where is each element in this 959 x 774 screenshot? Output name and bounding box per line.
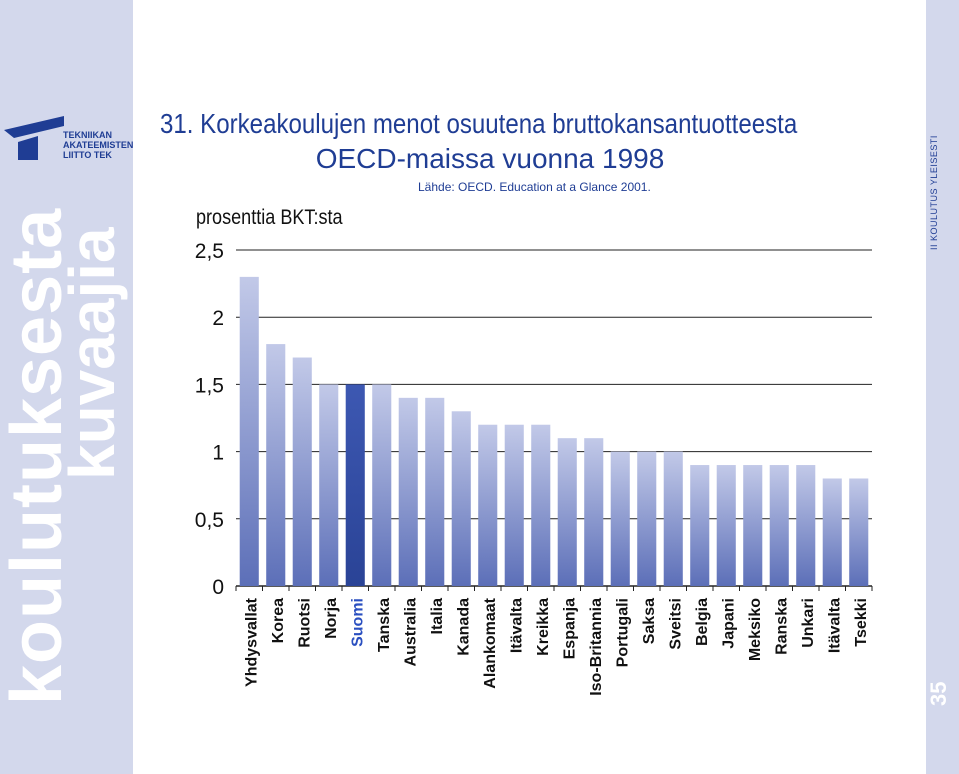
bar-belgia <box>690 465 710 586</box>
bar-suomi <box>345 384 365 586</box>
x-tick-label: Saksa <box>641 598 658 644</box>
x-tick-label: Itävalta <box>826 598 843 653</box>
bar-norja <box>319 384 339 586</box>
bar-ruotsi <box>292 357 312 586</box>
x-tick-label: Sveitsi <box>667 598 684 650</box>
logo-line-1: TEKNIIKAN <box>63 130 112 140</box>
y-tick-label: 1 <box>212 442 224 465</box>
x-tick-label: Kanada <box>455 598 472 656</box>
bar-sveitsi <box>663 451 683 586</box>
bar-meksiko <box>743 465 763 586</box>
x-tick-label: Suomi <box>349 598 366 647</box>
bar-ranska <box>769 465 789 586</box>
y-tick-label: 2 <box>212 307 224 330</box>
bar-espanja <box>557 438 577 586</box>
x-tick-label: Tsekki <box>853 598 870 647</box>
x-tick-label: Korea <box>270 598 287 643</box>
x-tick-label: Alankomaat <box>482 597 499 688</box>
y-tick-label: 2,5 <box>195 240 224 263</box>
tek-logo-icon <box>4 116 64 160</box>
x-tick-label: Belgia <box>694 598 711 646</box>
x-tick-label: Portugali <box>614 598 631 667</box>
bar-saksa <box>637 451 657 586</box>
logo-line-3: LIITTO TEK <box>63 150 112 160</box>
bar-portugali <box>610 451 630 586</box>
x-tick-label: Kreikka <box>535 598 552 656</box>
chart-title: 31. Korkeakoulujen menot osuutena brutto… <box>160 108 798 139</box>
x-tick-label: Japani <box>720 598 737 649</box>
bar-alankomaat <box>478 424 498 586</box>
y-tick-label: 0 <box>212 576 224 599</box>
x-tick-label: Tanska <box>376 598 393 652</box>
logo-text: TEKNIIKAN AKATEEMISTEN LIITTO TEK <box>63 130 133 160</box>
x-tick-label: Espanja <box>561 598 578 659</box>
x-tick-label: Meksiko <box>747 598 764 661</box>
bar-kreikka <box>531 424 551 586</box>
chart-source: Lähde: OECD. Education at a Glance 2001. <box>418 180 651 194</box>
x-tick-label: Norja <box>323 598 340 639</box>
x-tick-label: Ruotsi <box>296 598 313 648</box>
right-sidebar-band <box>926 0 959 774</box>
bar-korea <box>266 344 286 586</box>
bar-italia <box>425 397 445 586</box>
bar-australia <box>398 397 418 586</box>
y-tick-label: 0,5 <box>195 509 224 532</box>
x-tick-label: Australia <box>402 598 419 667</box>
y-tick-label: 1,5 <box>195 374 224 397</box>
bar-yhdysvallat <box>239 276 259 586</box>
bar-tanska <box>372 384 392 586</box>
bar-itävalta <box>504 424 524 586</box>
x-tick-label: Unkari <box>800 598 817 648</box>
bar-itävalta <box>822 478 842 586</box>
bar-japani <box>716 465 736 586</box>
chart-subtitle: OECD-maissa vuonna 1998 <box>315 143 665 174</box>
y-axis-label: prosenttia BKT:sta <box>196 206 343 229</box>
logo-line-2: AKATEEMISTEN <box>63 140 134 150</box>
x-tick-label: Itävalta <box>508 598 525 653</box>
x-tick-label: Yhdysvallat <box>243 597 260 687</box>
bar-kanada <box>451 411 471 586</box>
bar-unkari <box>796 465 816 586</box>
bar-tsekki <box>849 478 869 586</box>
bar-iso-britannia <box>584 438 604 586</box>
x-tick-label: Iso-Britannia <box>588 598 605 696</box>
x-tick-label: Ranska <box>773 598 790 655</box>
x-tick-label: Italia <box>429 598 446 635</box>
